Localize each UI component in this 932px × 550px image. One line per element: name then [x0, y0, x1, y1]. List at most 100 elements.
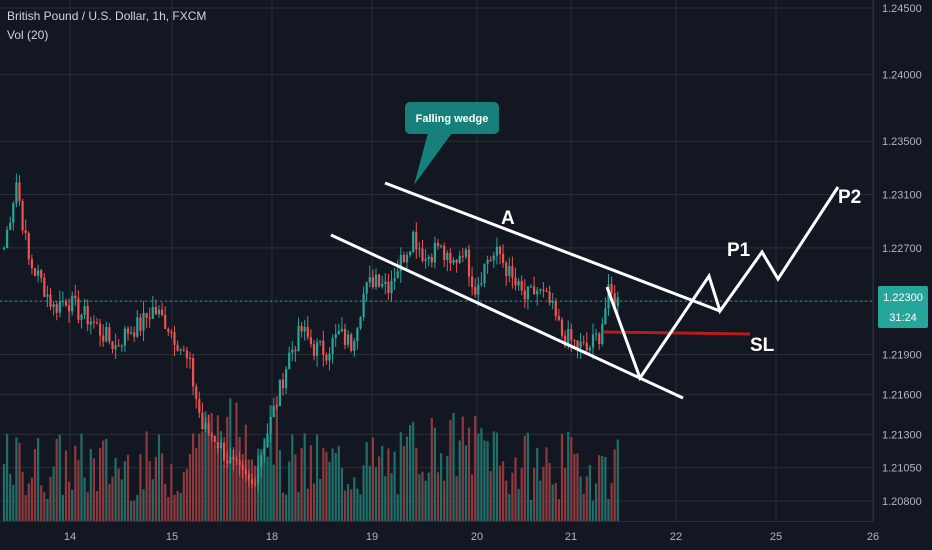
time-axis[interactable]: 14 15 18 19 20 21 22 25 26	[64, 531, 879, 543]
volume-bar	[319, 478, 322, 521]
candle-body	[303, 326, 306, 332]
volume-bar	[95, 491, 99, 521]
volume-bar	[201, 431, 204, 521]
candle-body	[161, 309, 164, 315]
volume-bar	[6, 433, 9, 521]
price-badge-value: 1.22300	[883, 292, 923, 304]
candle-body	[412, 231, 415, 252]
volume-bar	[390, 473, 393, 521]
candle-body	[489, 259, 492, 261]
candle-body	[12, 203, 15, 223]
volume-bar	[588, 465, 591, 521]
candle-body	[384, 281, 387, 284]
candle-body	[440, 245, 443, 247]
price-tick-label: 1.20800	[882, 496, 922, 508]
candle-body	[579, 341, 582, 348]
volume-bar	[418, 474, 421, 521]
candle-body	[238, 460, 241, 466]
volume-bar	[365, 442, 368, 521]
volume-bar	[89, 448, 92, 521]
candle-body	[170, 332, 173, 334]
candle-body	[74, 295, 77, 299]
price-axis[interactable]: 1.24500 1.24000 1.23500 1.23100 1.22700 1.223…	[882, 3, 922, 508]
volume-bar	[616, 439, 619, 521]
volume-bar	[533, 468, 536, 521]
volume-bar	[37, 437, 40, 521]
volume-bar	[120, 479, 123, 521]
candle-body	[520, 281, 523, 291]
volume-bar	[133, 500, 136, 521]
candle-body	[58, 301, 61, 313]
candle-body	[30, 259, 33, 269]
volume-bar	[567, 431, 570, 521]
volume-bar	[250, 459, 254, 521]
volume-bar	[387, 448, 390, 521]
candle-body	[71, 295, 74, 312]
volume-bar	[449, 419, 452, 521]
candle-body	[598, 333, 601, 345]
volume-bar	[198, 433, 201, 521]
candle-body	[210, 433, 213, 437]
candle-body	[418, 248, 421, 250]
time-tick-label: 22	[670, 531, 682, 543]
candle-body	[405, 254, 409, 263]
volume-bar	[337, 445, 340, 521]
candle-body	[551, 301, 554, 303]
volume-bar	[539, 480, 542, 521]
candle-body	[424, 258, 427, 261]
volume-bar	[241, 454, 244, 521]
candle-body	[167, 328, 170, 333]
candle-body	[613, 293, 616, 307]
volume-bar	[15, 437, 18, 521]
candle-body	[148, 317, 151, 319]
current-price-badge: 1.22300 31:24	[878, 286, 928, 328]
wedge-lower-trendline	[330, 233, 684, 400]
candle-body	[567, 329, 570, 346]
candle-body	[337, 331, 340, 335]
volume-bar	[570, 436, 573, 521]
volume-bar	[154, 456, 157, 521]
volume-bar	[359, 494, 362, 521]
volume-bar	[458, 440, 461, 521]
price-tick-label: 1.21300	[882, 429, 922, 441]
candle-body	[195, 386, 198, 400]
candle-body	[145, 312, 148, 318]
volume-bar	[151, 479, 154, 521]
price-tick-label: 1.24500	[882, 3, 922, 15]
volume-bar	[436, 472, 440, 521]
candle-body	[114, 345, 117, 350]
volume-bar	[526, 432, 529, 521]
volume-bar	[443, 480, 446, 521]
candle-body	[536, 290, 539, 295]
candle-body	[102, 335, 105, 342]
candle-body	[526, 286, 529, 300]
volume-bar	[316, 434, 319, 521]
candle-body	[123, 328, 126, 346]
candle-body	[353, 341, 356, 351]
candle-body	[33, 268, 37, 276]
candle-body	[340, 328, 343, 332]
candle-body	[480, 283, 483, 285]
candle-body	[495, 246, 498, 256]
volume-bar	[461, 416, 464, 521]
volume-bar	[102, 440, 105, 521]
volume-bar	[185, 468, 188, 521]
candle-body	[591, 334, 595, 348]
symbol-title[interactable]: British Pound / U.S. Dollar, 1h, FXCM	[7, 9, 207, 23]
volume-bar	[350, 489, 353, 521]
candle-body	[514, 277, 517, 286]
candle-body	[511, 265, 514, 278]
time-tick-label: 14	[64, 531, 76, 543]
candle-body	[52, 304, 55, 307]
candle-body	[371, 277, 374, 288]
volume-bar	[607, 499, 610, 521]
volume-bar	[585, 476, 588, 521]
candle-body	[595, 333, 598, 335]
candle-body	[263, 447, 266, 456]
volume-bar	[579, 476, 582, 521]
volume-indicator-label[interactable]: Vol (20)	[7, 28, 49, 42]
candle-body	[430, 256, 433, 263]
volume-bar	[545, 447, 548, 521]
candle-body	[464, 249, 467, 257]
